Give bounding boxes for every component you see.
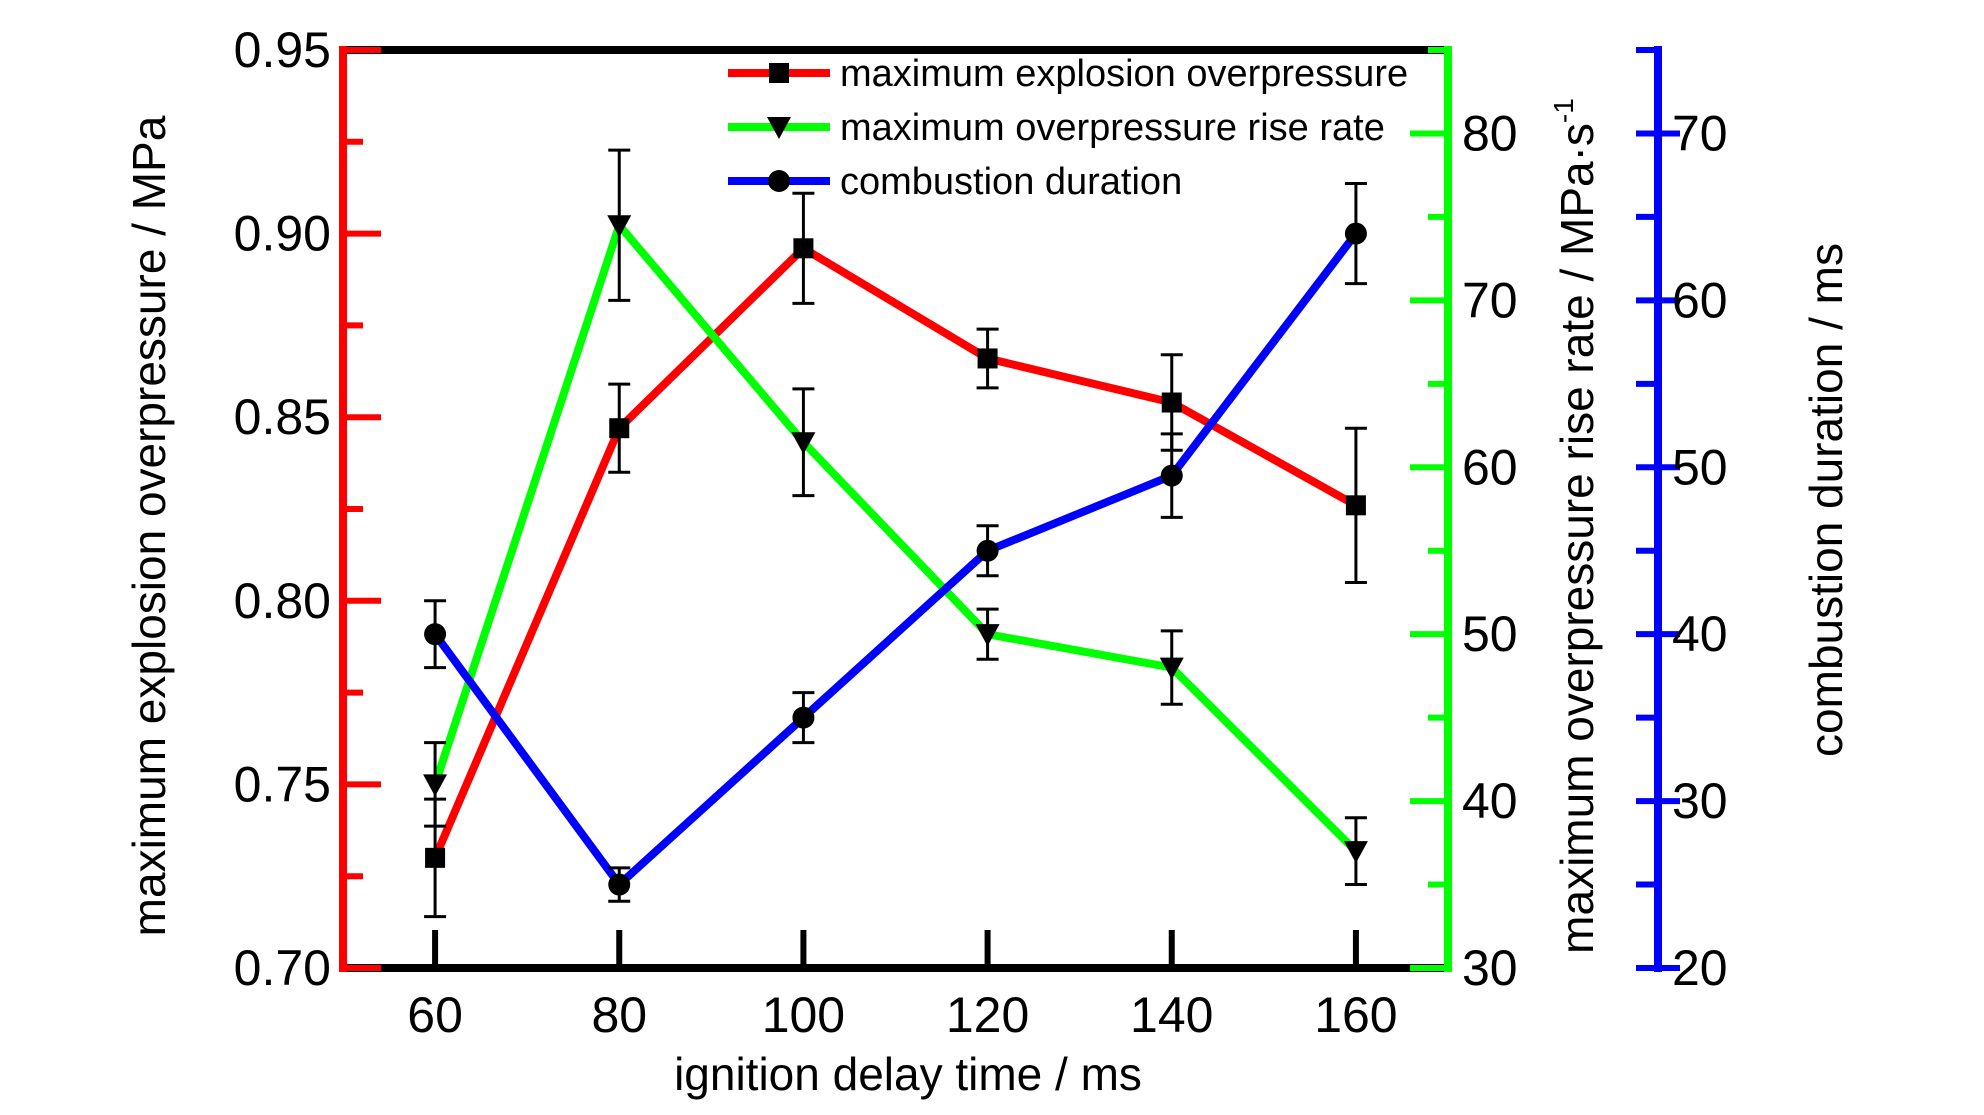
right-axis-1-title: maximum overpressure rise rate / MPa·s-1 [1548,98,1603,954]
data-point-marker [424,623,447,646]
left-axis-tick-label: 0.90 [234,206,331,262]
right-axis-1-tick-label: 70 [1462,272,1518,328]
data-point-marker [608,873,631,896]
left-axis-tick-label: 0.75 [234,756,331,812]
data-point-marker [607,215,632,238]
right-axis-2-tick-label: 40 [1672,606,1728,662]
data-point-marker [793,238,814,259]
left-axis-title: maximum explosion overpressure / MPa [123,115,175,936]
right-axis-1-tick-label: 80 [1462,105,1518,161]
right-axis-2-tick-label: 60 [1672,272,1728,328]
data-point-marker [975,624,1000,647]
legend-marker [767,117,791,139]
data-point-marker [791,432,816,455]
data-point-marker [1344,222,1367,245]
data-point-marker [1160,464,1183,487]
x-axis-tick-label: 60 [407,987,463,1043]
right-axis-1-tick-label: 50 [1462,606,1518,662]
left-axis-tick-label: 0.80 [234,573,331,629]
right-axis-2-tick-label: 30 [1672,773,1728,829]
x-axis-tick-label: 80 [591,987,647,1043]
series-line [431,231,1360,889]
data-point-marker [609,418,630,439]
left-axis-tick-label: 0.95 [234,22,331,78]
data-point-marker [976,539,999,562]
right-axis-1-title-main: maximum overpressure rise rate / MPa·s [1551,123,1603,954]
series-line [431,244,1358,860]
x-axis-tick-label: 160 [1314,987,1397,1043]
data-point-marker [1159,657,1184,680]
right-axis-2-title: combustion duration / ms [1800,243,1852,757]
data-point-marker [977,348,998,369]
x-axis-tick-label: 120 [946,987,1029,1043]
right-axis-1-tick-label: 40 [1462,773,1518,829]
right-axis-2-tick-label: 20 [1672,940,1728,996]
x-axis-title: ignition delay time / ms [674,1048,1142,1100]
legend-label: combustion duration [840,161,1182,203]
data-point-marker [792,706,815,729]
x-axis-tick-label: 100 [762,987,845,1043]
data-point-marker [425,847,446,868]
series-line [431,221,1359,854]
data-point-marker [1343,841,1368,864]
data-point-marker [1161,392,1182,413]
right-axis-1-title-superscript: -1 [1548,98,1579,123]
right-axis-2-tick-label: 50 [1672,439,1728,495]
x-axis-tick-label: 140 [1130,987,1213,1043]
legend-label: maximum explosion overpressure [840,53,1408,95]
legend-marker [769,63,789,83]
data-point-marker [423,774,448,797]
right-axis-1-tick-label: 60 [1462,439,1518,495]
right-axis-1-tick-label: 30 [1462,940,1518,996]
right-axis-2-tick-label: 70 [1672,105,1728,161]
legend-label: maximum overpressure rise rate [840,107,1385,149]
left-axis-tick-label: 0.85 [234,389,331,445]
legend-marker [768,170,790,192]
data-point-marker [1345,495,1366,516]
left-axis-tick-label: 0.70 [234,940,331,996]
